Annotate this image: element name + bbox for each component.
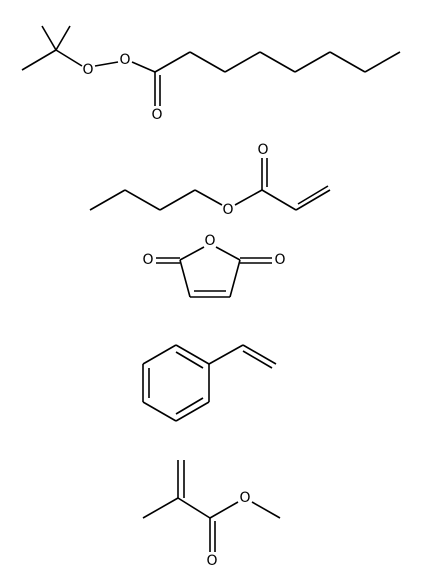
atom-label: O bbox=[274, 252, 285, 268]
atom-label: O bbox=[222, 202, 233, 218]
molecule-peroxyester: O O O bbox=[21, 25, 401, 123]
molecule-styrene bbox=[142, 344, 277, 422]
atom-label: O bbox=[142, 252, 153, 268]
atom-label: O bbox=[206, 553, 217, 569]
atom-label: O bbox=[82, 62, 93, 78]
atom-label: O bbox=[257, 142, 268, 158]
molecule-butyl-acrylate: O O bbox=[89, 142, 331, 218]
molecule-methyl-methacrylate: O O bbox=[142, 460, 281, 569]
atom-label: O bbox=[151, 107, 162, 123]
atom-label: O bbox=[204, 233, 215, 249]
molecule-maleic-anhydride: O O O bbox=[142, 233, 286, 298]
atom-label: O bbox=[119, 52, 130, 68]
atom-label: O bbox=[239, 490, 250, 506]
